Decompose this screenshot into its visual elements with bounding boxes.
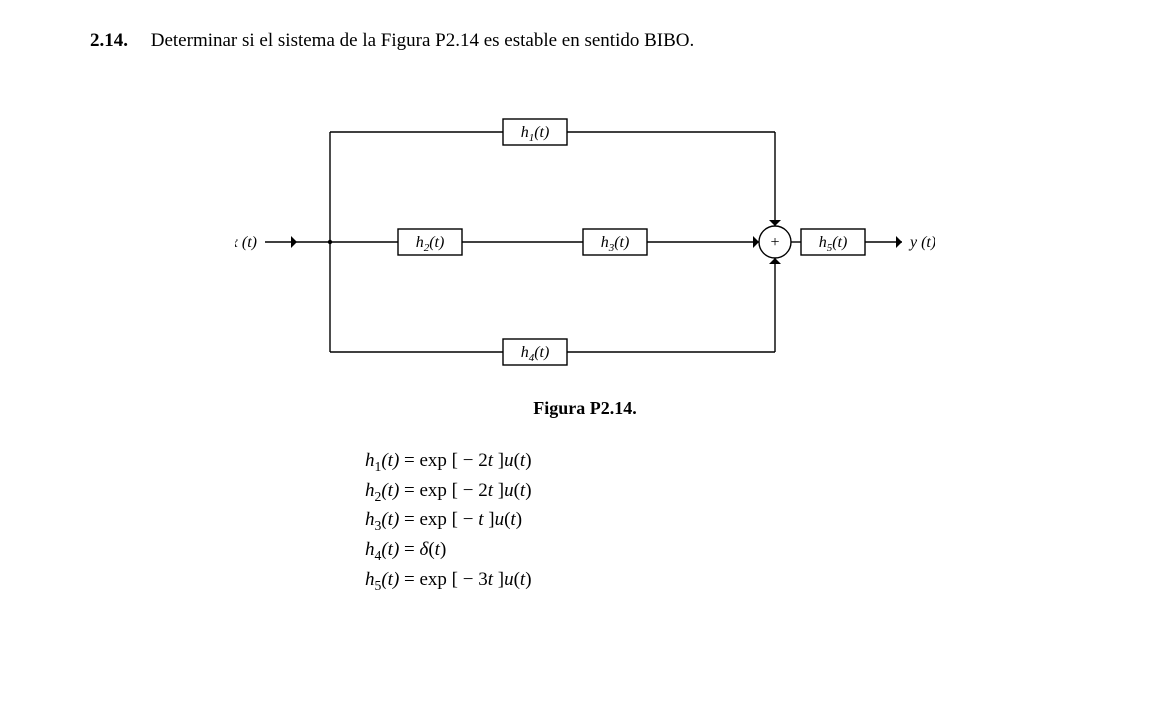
problem-statement: 2.14. Determinar si el sistema de la Fig… bbox=[90, 30, 1080, 52]
eq-rhs: exp [ − 2t ]u(t) bbox=[420, 450, 532, 471]
eq-lhs-arg: (t) bbox=[381, 450, 399, 471]
eq-lhs-arg: (t) bbox=[381, 509, 399, 530]
equation-row: h2(t) = exp [ − 2t ]u(t) bbox=[365, 477, 1065, 507]
eq-lhs-sym: h bbox=[365, 450, 375, 471]
eq-lhs-sym: h bbox=[365, 509, 375, 530]
diagram-svg: x (t)h1(t)h4(t)h2(t)h3(t)+h5(t)y (t) bbox=[235, 92, 935, 392]
eq-lhs-arg: (t) bbox=[381, 569, 399, 590]
equations-block: h1(t) = exp [ − 2t ]u(t)h2(t) = exp [ − … bbox=[105, 447, 1065, 595]
eq-lhs-arg: (t) bbox=[381, 480, 399, 501]
eq-rhs: exp [ − t ]u(t) bbox=[420, 509, 523, 530]
sum-plus: + bbox=[770, 234, 779, 251]
figure-caption: Figura P2.14. bbox=[235, 398, 935, 419]
problem-text: Determinar si el sistema de la Figura P2… bbox=[151, 30, 695, 51]
input-label: x (t) bbox=[235, 234, 257, 251]
eq-rhs: exp [ − 2t ]u(t) bbox=[420, 480, 532, 501]
equation-row: h5(t) = exp [ − 3t ]u(t) bbox=[365, 566, 1065, 596]
output-label: y (t) bbox=[908, 234, 935, 251]
equation-row: h3(t) = exp [ − t ]u(t) bbox=[365, 506, 1065, 536]
eq-lhs-sym: h bbox=[365, 480, 375, 501]
eq-lhs-arg: (t) bbox=[381, 539, 399, 560]
equation-row: h4(t) = δ(t) bbox=[365, 536, 1065, 566]
eq-rhs: exp [ − 3t ]u(t) bbox=[420, 569, 532, 590]
block-diagram: x (t)h1(t)h4(t)h2(t)h3(t)+h5(t)y (t) Fig… bbox=[235, 92, 935, 419]
equation-row: h1(t) = exp [ − 2t ]u(t) bbox=[365, 447, 1065, 477]
eq-lhs-sym: h bbox=[365, 569, 375, 590]
eq-lhs-sym: h bbox=[365, 539, 375, 560]
problem-number: 2.14. bbox=[90, 30, 128, 52]
eq-rhs: δ(t) bbox=[420, 539, 447, 560]
